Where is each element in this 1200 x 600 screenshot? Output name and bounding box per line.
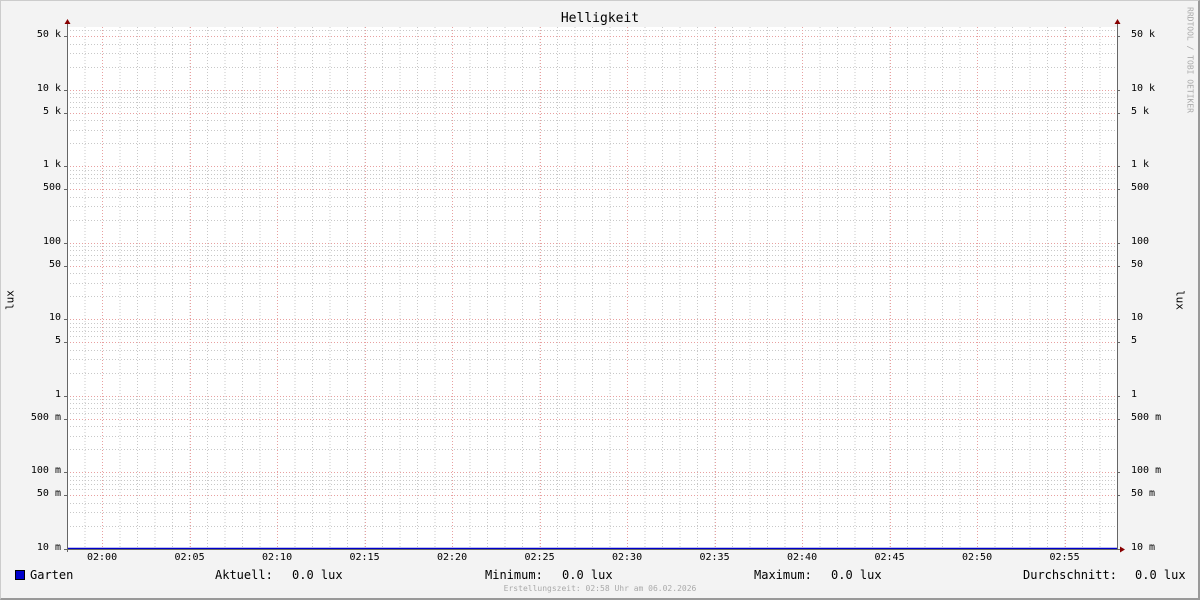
y-tick-label-left: 50 k (36, 29, 61, 41)
y-axis-label-right: lux (1173, 290, 1187, 310)
legend-avg-value: 0.0 lux (1135, 568, 1186, 582)
y-axis-arrow-icon (64, 19, 71, 24)
y-tick-label-right: 500 m (1131, 411, 1162, 423)
y-tick-label-right: 10 m (1131, 542, 1156, 553)
x-tick-label: 02:15 (349, 552, 380, 563)
x-tick-label: 02:20 (437, 552, 468, 563)
y-tick-label-right: 5 (1131, 335, 1138, 347)
x-tick-label: 02:35 (699, 552, 730, 563)
y-tick-label-right: 50 k (1131, 29, 1156, 41)
y-tick-label-left: 100 (42, 235, 61, 247)
legend-swatch-garten (15, 570, 25, 580)
y-tick-label-right: 50 (1131, 258, 1144, 270)
y-tick-label-left: 10 m (36, 542, 61, 553)
y-tick-label-left: 5 k (42, 105, 61, 117)
y-tick-label-right: 50 m (1131, 488, 1156, 500)
legend-avg-label: Durchschnitt: (1023, 568, 1117, 582)
x-tick-label: 02:50 (962, 552, 993, 563)
x-tick-label: 02:05 (174, 552, 205, 563)
legend-max-label: Maximum: (754, 568, 812, 582)
y-tick-label-right: 1 (1131, 388, 1138, 400)
y-tick-label-right: 10 k (1131, 82, 1156, 94)
x-tick-label: 02:10 (262, 552, 293, 563)
legend-min-value: 0.0 lux (562, 568, 613, 582)
y-tick-label-left: 500 m (30, 411, 61, 423)
y-tick-label-left: 100 m (30, 465, 61, 477)
y-tick-label-right: 10 (1131, 312, 1144, 324)
x-tick-label: 02:30 (612, 552, 643, 563)
y-tick-label-left: 1 k (42, 159, 61, 171)
y-tick-label-left: 500 (42, 182, 61, 194)
y-tick-label-right: 500 (1131, 182, 1150, 194)
y-tick-label-left: 10 k (36, 82, 61, 94)
legend-current-label: Aktuell: (215, 568, 273, 582)
y-tick-label-left: 10 (48, 312, 61, 324)
y-tick-label-left: 1 (54, 388, 61, 400)
y-axis-arrow-right-icon (1114, 19, 1121, 24)
footer-timestamp: Erstellungszeit: 02:58 Uhr am 06.02.2026 (503, 584, 697, 593)
y-tick-label-left: 5 (54, 335, 61, 347)
x-tick-label: 02:55 (1049, 552, 1080, 563)
y-tick-label-left: 50 m (36, 488, 61, 500)
legend-current-value: 0.0 lux (292, 568, 343, 582)
y-tick-label-right: 1 k (1131, 159, 1150, 171)
legend-max-value: 0.0 lux (831, 568, 882, 582)
chart-title: Helligkeit (560, 11, 640, 26)
y-axis-label-left: lux (3, 290, 17, 310)
watermark: RRDTOOL / TOBI OETIKER (1185, 7, 1195, 113)
x-tick-label: 02:40 (787, 552, 818, 563)
legend-series-name: Garten (30, 568, 74, 582)
x-tick-label: 02:25 (524, 552, 555, 563)
x-tick-label: 02:00 (87, 552, 118, 563)
y-tick-label-right: 100 (1131, 235, 1150, 247)
y-tick-label-left: 50 (48, 258, 61, 270)
y-tick-label-right: 5 k (1131, 105, 1150, 117)
x-tick-label: 02:45 (874, 552, 905, 563)
y-tick-label-right: 100 m (1131, 465, 1162, 477)
x-axis-arrow-icon (1120, 546, 1125, 553)
legend-min-label: Minimum: (485, 568, 543, 582)
